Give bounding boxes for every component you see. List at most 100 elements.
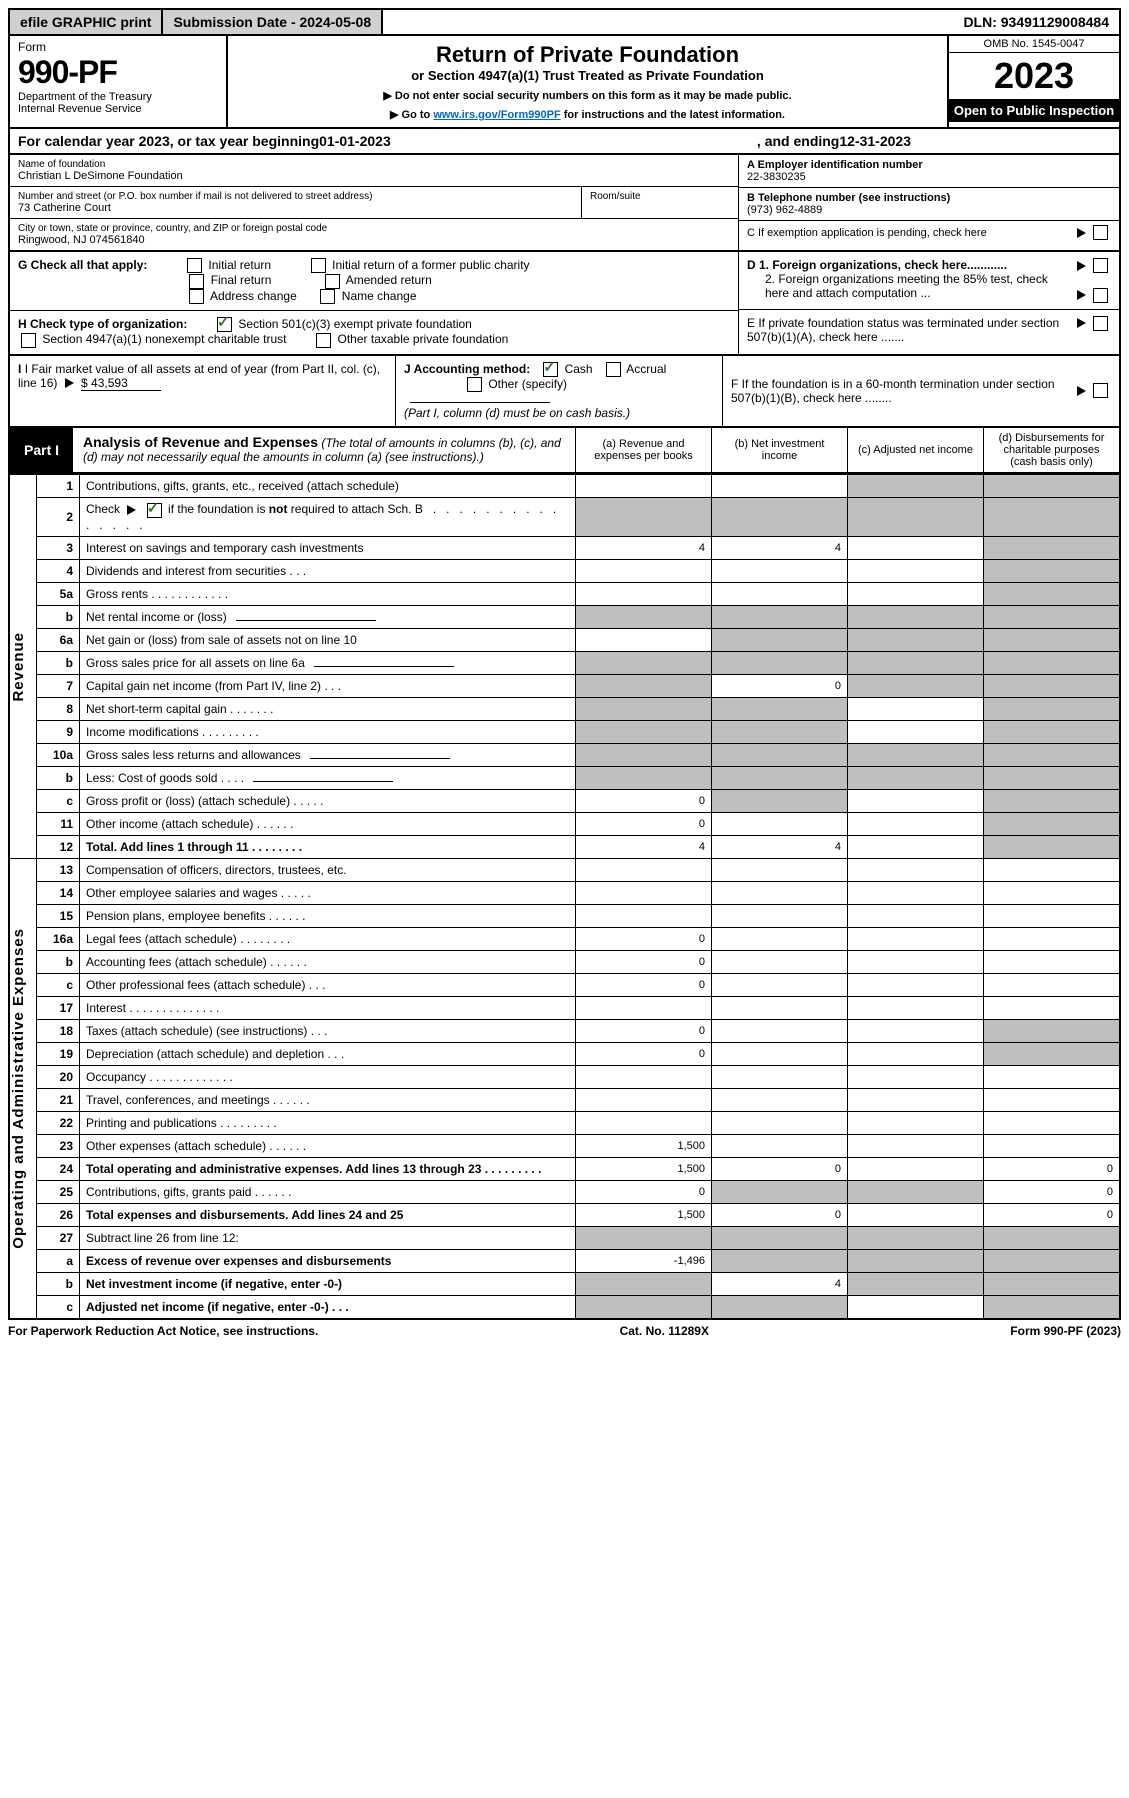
j-accrual[interactable] <box>606 362 621 377</box>
col-b-head: (b) Net investment income <box>712 428 848 472</box>
line-number: c <box>37 789 80 812</box>
cell-c <box>848 1203 984 1226</box>
cell-c <box>848 720 984 743</box>
room-label: Room/suite <box>590 191 730 202</box>
cell-d <box>984 1295 1121 1319</box>
cell-d <box>984 1226 1121 1249</box>
cell-d <box>984 743 1121 766</box>
h-4947[interactable] <box>21 333 36 348</box>
cell-b: 4 <box>712 1272 848 1295</box>
table-row: 25Contributions, gifts, grants paid . . … <box>9 1180 1120 1203</box>
table-row: 4Dividends and interest from securities … <box>9 559 1120 582</box>
e-checkbox[interactable] <box>1093 316 1108 331</box>
cell-a <box>576 498 712 536</box>
i-value: $ 43,593 <box>81 376 161 391</box>
line-desc: Gross rents . . . . . . . . . . . . <box>80 582 576 605</box>
g-initial-former[interactable] <box>311 258 326 273</box>
j-other[interactable] <box>467 377 482 392</box>
cell-d <box>984 1019 1121 1042</box>
line-number: 27 <box>37 1226 80 1249</box>
line-number: 14 <box>37 881 80 904</box>
cell-c <box>848 1180 984 1203</box>
line-desc: Other employee salaries and wages . . . … <box>80 881 576 904</box>
name-label: Name of foundation <box>18 159 730 170</box>
check-grid: G Check all that apply: Initial return I… <box>8 252 1121 356</box>
cell-c <box>848 812 984 835</box>
line-desc: Net short-term capital gain . . . . . . … <box>80 697 576 720</box>
line-desc: Compensation of officers, directors, tru… <box>80 858 576 881</box>
schb-checkbox[interactable] <box>147 503 162 518</box>
cell-b <box>712 1019 848 1042</box>
d2-checkbox[interactable] <box>1093 288 1108 303</box>
cell-b <box>712 1180 848 1203</box>
line-desc: Other expenses (attach schedule) . . . .… <box>80 1134 576 1157</box>
line-number: b <box>37 651 80 674</box>
exemption-checkbox[interactable] <box>1093 225 1108 240</box>
h-501c3[interactable] <box>217 317 232 332</box>
foundation-name: Christian L DeSimone Foundation <box>18 170 730 182</box>
cell-d <box>984 973 1121 996</box>
g-address-change[interactable] <box>189 289 204 304</box>
line-number: 7 <box>37 674 80 697</box>
cell-a <box>576 858 712 881</box>
cell-d <box>984 927 1121 950</box>
table-row: bNet investment income (if negative, ent… <box>9 1272 1120 1295</box>
efile-print-btn[interactable]: efile GRAPHIC print <box>10 10 163 34</box>
entity-block: Name of foundation Christian L DeSimone … <box>8 155 1121 252</box>
h-other-taxable[interactable] <box>316 333 331 348</box>
city-state-zip: Ringwood, NJ 074561840 <box>18 234 730 246</box>
line-desc: Net rental income or (loss) <box>80 605 576 628</box>
dln: DLN: 93491129008484 <box>953 10 1119 34</box>
cell-d <box>984 881 1121 904</box>
d1-checkbox[interactable] <box>1093 258 1108 273</box>
cell-a <box>576 1295 712 1319</box>
cell-d <box>984 858 1121 881</box>
cell-d <box>984 1111 1121 1134</box>
col-a-head: (a) Revenue and expenses per books <box>576 428 712 472</box>
table-row: 8Net short-term capital gain . . . . . .… <box>9 697 1120 720</box>
g-initial-return[interactable] <box>187 258 202 273</box>
irs-link[interactable]: www.irs.gov/Form990PF <box>433 109 560 121</box>
line-number: 6a <box>37 628 80 651</box>
cell-a <box>576 720 712 743</box>
g-name-change[interactable] <box>320 289 335 304</box>
g-amended[interactable] <box>325 274 340 289</box>
calendar-year-row: For calendar year 2023, or tax year begi… <box>8 129 1121 155</box>
cell-d <box>984 996 1121 1019</box>
table-row: 27Subtract line 26 from line 12: <box>9 1226 1120 1249</box>
cell-a <box>576 1065 712 1088</box>
cell-b <box>712 973 848 996</box>
cell-a <box>576 475 712 498</box>
cell-c <box>848 1226 984 1249</box>
cell-d: 0 <box>984 1157 1121 1180</box>
open-inspection: Open to Public Inspection <box>949 99 1119 122</box>
footer-row: For Paperwork Reduction Act Notice, see … <box>8 1320 1121 1342</box>
line-desc: Net gain or (loss) from sale of assets n… <box>80 628 576 651</box>
f-label: F If the foundation is in a 60-month ter… <box>731 377 1073 405</box>
instr-ssn: ▶ Do not enter social security numbers o… <box>240 89 935 102</box>
cell-c <box>848 835 984 858</box>
cell-c <box>848 582 984 605</box>
g-final[interactable] <box>189 274 204 289</box>
phone-value: (973) 962-4889 <box>747 204 1111 216</box>
cell-a <box>576 1088 712 1111</box>
line-desc: Excess of revenue over expenses and disb… <box>80 1249 576 1272</box>
part1-title: Analysis of Revenue and Expenses <box>83 434 318 450</box>
table-row: 18Taxes (attach schedule) (see instructi… <box>9 1019 1120 1042</box>
line-number: 18 <box>37 1019 80 1042</box>
line-desc: Less: Cost of goods sold . . . . <box>80 766 576 789</box>
line-desc: Interest on savings and temporary cash i… <box>80 536 576 559</box>
cell-b <box>712 1226 848 1249</box>
cell-a: 0 <box>576 1042 712 1065</box>
part1-header: Part I Analysis of Revenue and Expenses … <box>8 428 1121 474</box>
table-row: cOther professional fees (attach schedul… <box>9 973 1120 996</box>
j-cash[interactable] <box>543 362 558 377</box>
line-desc: Printing and publications . . . . . . . … <box>80 1111 576 1134</box>
line-desc: Adjusted net income (if negative, enter … <box>80 1295 576 1319</box>
table-row: cGross profit or (loss) (attach schedule… <box>9 789 1120 812</box>
table-row: 11Other income (attach schedule) . . . .… <box>9 812 1120 835</box>
cell-c <box>848 1065 984 1088</box>
g-label: G Check all that apply: <box>18 258 147 272</box>
f-checkbox[interactable] <box>1093 383 1108 398</box>
cell-d: 0 <box>984 1203 1121 1226</box>
